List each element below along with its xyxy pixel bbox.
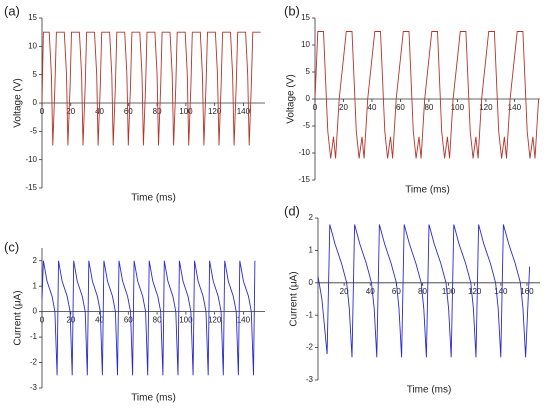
data-line: [41, 260, 256, 376]
data-line: [41, 31, 261, 146]
x-tick-label: 120: [208, 316, 222, 325]
x-tick-label: 60: [124, 107, 133, 116]
x-axis-title: Time (ms): [131, 193, 176, 204]
x-tick-label: 140: [494, 287, 508, 296]
y-tick-label: -3: [306, 375, 314, 384]
y-tick-label: -2: [306, 343, 314, 352]
x-tick-label: 40: [366, 287, 375, 296]
panel-label: (d): [284, 203, 300, 218]
x-tick-label: 40: [95, 107, 104, 116]
x-tick-label: 80: [153, 316, 162, 325]
x-tick-label: 40: [368, 103, 377, 112]
panel-label: (a): [4, 3, 20, 18]
x-tick-label: 100: [179, 316, 193, 325]
y-tick-label: -15: [298, 175, 310, 184]
x-tick-label: 40: [95, 316, 104, 325]
y-axis-title: Voltage (V): [13, 78, 24, 127]
y-tick-label: -10: [298, 148, 310, 157]
data-line: [314, 31, 540, 159]
y-tick-label: 0: [306, 94, 311, 103]
x-tick-label: 160: [520, 287, 534, 296]
panel-label: (b): [284, 3, 300, 18]
x-tick-label: 120: [479, 103, 493, 112]
x-tick-label: 80: [418, 287, 427, 296]
x-tick-label: 100: [442, 287, 456, 296]
x-tick-label: 100: [451, 103, 465, 112]
y-tick-label: -15: [25, 183, 37, 192]
y-tick-label: -1: [306, 310, 314, 319]
y-tick-label: 10: [28, 41, 37, 50]
y-tick-label: -5: [30, 126, 38, 135]
x-tick-label: 60: [396, 103, 405, 112]
y-tick-label: 10: [301, 40, 310, 49]
y-tick-label: 2: [33, 256, 38, 265]
x-tick-label: 140: [508, 103, 522, 112]
panel-label: (c): [4, 239, 19, 254]
x-tick-label: 120: [468, 287, 482, 296]
y-tick-label: -3: [30, 383, 38, 392]
x-tick-label: 80: [153, 107, 162, 116]
x-tick-label: 0: [313, 103, 318, 112]
y-axis-title: Current (μA): [13, 290, 24, 345]
y-tick-label: -5: [303, 121, 311, 130]
x-axis-title: Time (ms): [407, 385, 452, 396]
data-line: [317, 224, 531, 358]
y-tick-label: -2: [30, 358, 38, 367]
y-tick-label: 0: [309, 278, 314, 287]
x-tick-label: 120: [208, 107, 222, 116]
y-tick-label: 2: [309, 213, 314, 222]
x-axis-title: Time (ms): [405, 185, 450, 196]
x-axis-title: Time (ms): [131, 393, 176, 404]
x-tick-label: 100: [179, 107, 193, 116]
y-tick-label: 1: [309, 246, 314, 255]
y-tick-label: -10: [25, 155, 37, 164]
x-tick-label: 60: [124, 316, 133, 325]
y-tick-label: 5: [33, 70, 38, 79]
y-tick-label: 1: [33, 281, 38, 290]
x-tick-label: 20: [66, 107, 75, 116]
y-tick-label: 0: [33, 98, 38, 107]
x-tick-label: 0: [40, 316, 45, 325]
y-tick-label: 5: [306, 67, 311, 76]
x-tick-label: 20: [340, 287, 349, 296]
x-tick-label: 140: [237, 316, 251, 325]
y-axis-title: Voltage (V): [286, 74, 297, 123]
y-tick-label: -1: [30, 332, 38, 341]
x-tick-label: 0: [40, 107, 45, 116]
x-tick-label: 80: [424, 103, 433, 112]
y-tick-label: 15: [28, 13, 37, 22]
x-tick-label: 60: [392, 287, 401, 296]
y-tick-label: 15: [301, 13, 310, 22]
x-tick-label: 20: [66, 316, 75, 325]
x-tick-label: 20: [339, 103, 348, 112]
x-tick-label: 140: [237, 107, 251, 116]
y-axis-title: Current (μA): [289, 271, 300, 326]
y-tick-label: 0: [33, 307, 38, 316]
